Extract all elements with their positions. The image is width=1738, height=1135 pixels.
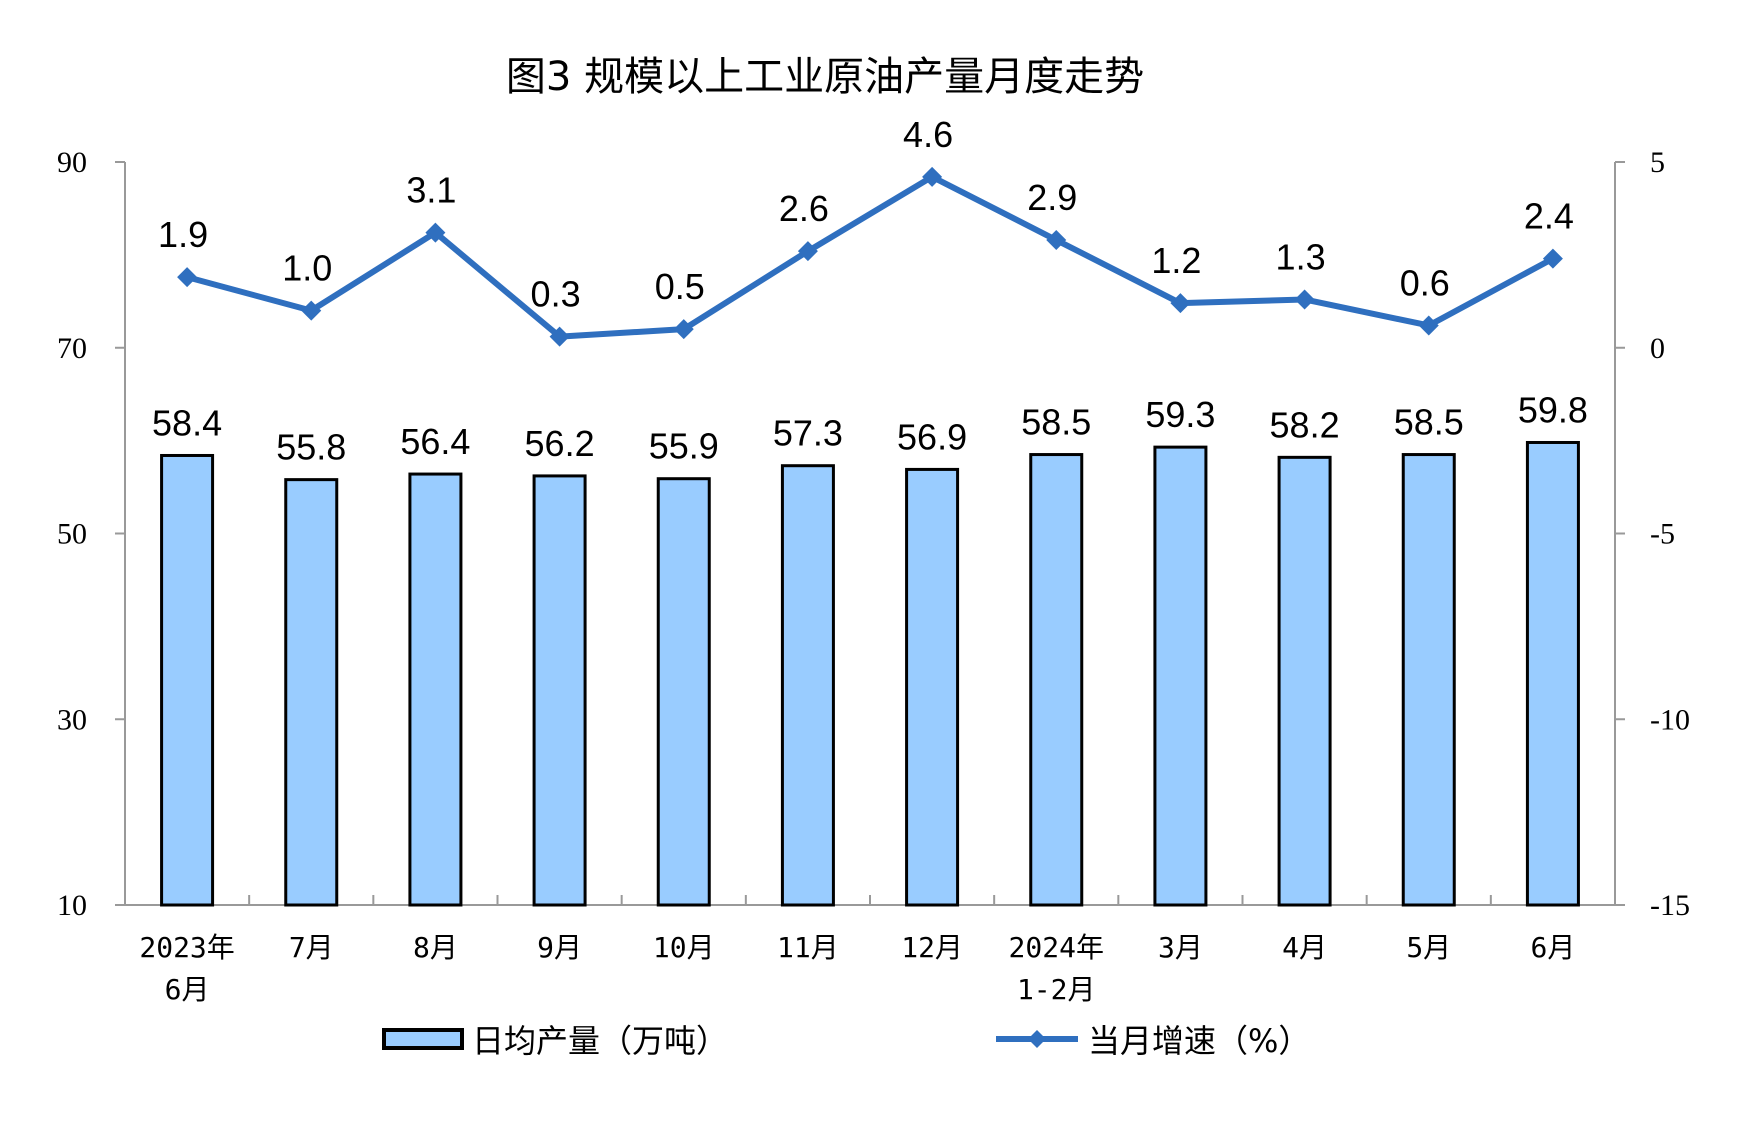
bar-data-label: 56.2 (525, 423, 595, 464)
line-data-label: 3.1 (406, 170, 456, 211)
bar-data-label: 59.8 (1518, 389, 1588, 430)
bar-data-label: 58.5 (1394, 402, 1464, 443)
line-data-label: 4.6 (903, 114, 953, 155)
left-tick-label: 50 (57, 518, 87, 551)
legend-bar-swatch (382, 1028, 464, 1050)
left-tick-label: 70 (57, 332, 87, 365)
legend-line-marker (1028, 1030, 1046, 1048)
right-tick-label: -10 (1650, 703, 1690, 736)
line-data-label: 1.3 (1276, 236, 1326, 277)
x-tick-label: 11月 (777, 931, 839, 964)
bar (656, 477, 711, 907)
line-data-label: 1.0 (282, 248, 332, 289)
bar (532, 474, 587, 907)
line-marker (673, 319, 694, 340)
line-marker (1046, 230, 1067, 251)
bar (780, 464, 835, 907)
bar-data-label: 56.9 (897, 416, 967, 457)
x-tick-label: 2024年 (1009, 931, 1104, 964)
bar-data-label: 56.4 (400, 421, 470, 462)
bar (284, 478, 339, 907)
x-tick-label: 4月 (1282, 931, 1327, 964)
line-data-label: 2.6 (779, 188, 829, 229)
bar-data-label: 58.2 (1270, 404, 1340, 445)
bar (1153, 445, 1208, 907)
bar (1277, 455, 1332, 907)
bar-data-label: 59.3 (1145, 394, 1215, 435)
line-marker (1542, 248, 1563, 269)
bar-data-label: 55.9 (649, 426, 719, 467)
x-tick-label: 6月 (165, 973, 210, 1006)
x-tick-label: 5月 (1406, 931, 1451, 964)
x-tick-label: 9月 (537, 931, 582, 964)
x-tick-label: 3月 (1158, 931, 1203, 964)
line-marker (797, 241, 818, 262)
line-marker (922, 166, 943, 187)
right-tick-label: -15 (1650, 889, 1690, 922)
line-data-label: 1.9 (158, 214, 208, 255)
legend: 日均产量（万吨） 当月增速（%） (382, 1022, 1310, 1060)
bar-data-label: 57.3 (773, 413, 843, 454)
left-tick-label: 10 (57, 889, 87, 922)
bar (1401, 453, 1456, 907)
line-data-label: 1.2 (1151, 240, 1201, 281)
right-tick-label: 5 (1650, 146, 1665, 179)
line-marker (1418, 315, 1439, 336)
legend-line-label: 当月增速（%） (1088, 1022, 1310, 1060)
bar (1029, 453, 1084, 907)
line-marker (177, 267, 198, 288)
bar-data-label: 58.4 (152, 402, 222, 443)
bar (1525, 440, 1580, 907)
line-data-label: 0.3 (531, 274, 581, 315)
x-tick-label: 7月 (289, 931, 334, 964)
x-tick-label: 12月 (901, 931, 963, 964)
x-tick-label: 10月 (653, 931, 715, 964)
line-data-label: 2.9 (1027, 177, 1077, 218)
line-marker (1170, 293, 1191, 314)
left-tick-label: 90 (57, 146, 87, 179)
line-marker (425, 222, 446, 243)
x-tick-label: 6月 (1530, 931, 1575, 964)
growth-line (186, 173, 1555, 340)
chart-title: 图3 规模以上工业原油产量月度走势 (506, 54, 1144, 100)
line-data-label: 0.5 (655, 266, 705, 307)
line-data-label: 2.4 (1524, 196, 1574, 237)
line-marker (1294, 289, 1315, 310)
right-tick-label: 0 (1650, 332, 1665, 365)
legend-bar-label: 日均产量（万吨） (472, 1022, 728, 1060)
bar-data-label: 55.8 (276, 427, 346, 468)
line-marker (301, 300, 322, 321)
bar (160, 453, 215, 907)
left-tick-label: 30 (57, 703, 87, 736)
bar (408, 472, 463, 907)
line-marker (549, 326, 570, 347)
x-tick-label: 2023年 (139, 931, 234, 964)
line-data-label: 0.6 (1400, 262, 1450, 303)
x-tick-label: 1-2月 (1017, 973, 1096, 1006)
bar-data-label: 58.5 (1021, 402, 1091, 443)
x-tick-label: 8月 (413, 931, 458, 964)
bar (905, 467, 960, 907)
right-tick-label: -5 (1650, 518, 1675, 551)
